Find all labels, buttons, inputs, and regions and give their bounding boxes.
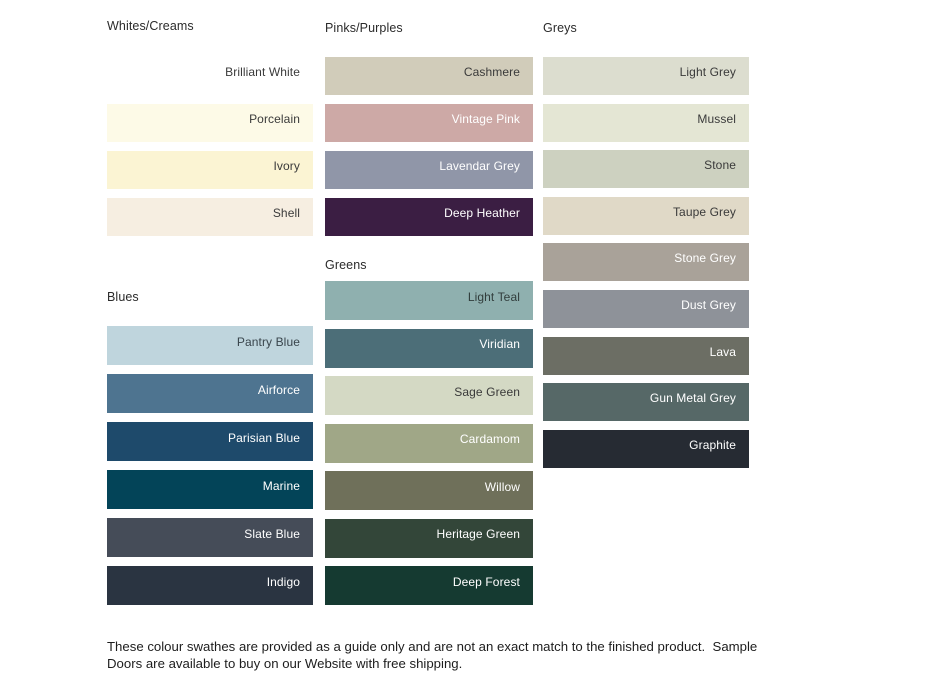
swatch-label-porcelain: Porcelain: [249, 112, 300, 126]
swatch-label-parisian-blue: Parisian Blue: [227, 430, 300, 445]
column-pinks-greens: Pinks/Purples Cashmere Vintage Pink Lave…: [325, 0, 533, 605]
swatch-vintage-pink: Vintage Pink: [325, 104, 533, 142]
swatch-label-lava: Lava: [709, 344, 736, 359]
swatch-pantry-blue: Pantry Blue: [107, 326, 313, 365]
swatch-deep-forest: Deep Forest: [325, 566, 533, 605]
swatch-list-whites-creams: Brilliant White Porcelain Ivory Shell: [107, 57, 313, 236]
swatch-taupe-grey: Taupe Grey: [543, 196, 749, 235]
swatch-cardamom: Cardamom: [325, 423, 533, 463]
swatch-label-light-grey: Light Grey: [679, 65, 736, 79]
swatch-lavendar-grey: Lavendar Grey: [325, 151, 533, 189]
swatch-label-graphite: Graphite: [689, 437, 736, 452]
swatch-label-deep-forest: Deep Forest: [452, 574, 520, 589]
swatch-ivory: Ivory: [107, 151, 313, 189]
swatch-indigo: Indigo: [107, 566, 313, 605]
swatch-list-greys: Light Grey Mussel Stone Taupe Grey Stone…: [543, 57, 749, 468]
swatch-label-vintage-pink: Vintage Pink: [451, 112, 520, 126]
section-title-pinks-purples: Pinks/Purples: [325, 21, 403, 35]
footer-line-2: Doors are available to buy on our Websit…: [107, 655, 463, 671]
swatch-label-mussel: Mussel: [697, 111, 736, 126]
swatch-dust-grey: Dust Grey: [543, 289, 749, 328]
swatch-label-sage-green: Sage Green: [454, 384, 520, 399]
swatch-label-gun-metal-grey: Gun Metal Grey: [649, 391, 736, 406]
swatch-label-brilliant-white: Brilliant White: [225, 65, 300, 79]
swatch-label-dust-grey: Dust Grey: [681, 297, 736, 312]
swatch-label-cardamom: Cardamom: [459, 432, 520, 446]
swatch-slate-blue: Slate Blue: [107, 518, 313, 557]
swatch-label-willow: Willow: [484, 479, 520, 494]
swatch-label-marine: Marine: [262, 478, 300, 493]
footer-line-1: These colour swathes are provided as a g…: [107, 639, 758, 654]
swatch-viridian: Viridian: [325, 328, 533, 368]
swatch-willow: Willow: [325, 471, 533, 510]
swatch-label-heritage-green: Heritage Green: [436, 527, 520, 541]
swatch-stone: Stone: [543, 150, 749, 189]
swatch-cashmere: Cashmere: [325, 57, 533, 95]
swatch-label-stone-grey: Stone Grey: [674, 251, 736, 266]
swatch-label-cashmere: Cashmere: [463, 65, 520, 79]
footer-note: These colour swathes are provided as a g…: [107, 639, 757, 672]
swatch-sage-green: Sage Green: [325, 376, 533, 415]
swatch-label-viridian: Viridian: [479, 337, 520, 351]
swatch-list-greens: Light Teal Viridian Sage Green Cardamom …: [325, 281, 533, 605]
swatch-label-taupe-grey: Taupe Grey: [672, 204, 736, 219]
section-title-greens: Greens: [325, 258, 367, 272]
swatch-parisian-blue: Parisian Blue: [107, 422, 313, 461]
swatch-porcelain: Porcelain: [107, 104, 313, 142]
swatch-list-pinks-purples: Cashmere Vintage Pink Lavendar Grey Deep…: [325, 57, 533, 236]
swatch-label-airforce: Airforce: [257, 382, 300, 397]
swatch-label-pantry-blue: Pantry Blue: [236, 334, 300, 349]
swatch-label-indigo: Indigo: [266, 574, 300, 589]
section-title-blues: Blues: [107, 290, 139, 304]
swatch-light-teal: Light Teal: [325, 281, 533, 320]
swatch-label-lavendar-grey: Lavendar Grey: [439, 159, 520, 173]
column-greys: Greys Light Grey Mussel Stone Taupe Grey…: [543, 0, 749, 468]
swatch-brilliant-white: Brilliant White: [107, 57, 313, 95]
swatch-mussel: Mussel: [543, 103, 749, 142]
swatch-shell: Shell: [107, 198, 313, 236]
column-whites-blues: Whites/Creams Brilliant White Porcelain …: [107, 0, 313, 605]
section-title-greys: Greys: [543, 21, 577, 35]
swatch-marine: Marine: [107, 470, 313, 509]
section-title-whites-creams: Whites/Creams: [107, 19, 194, 33]
swatch-list-blues: Pantry Blue Airforce Parisian Blue Marin…: [107, 326, 313, 605]
swatch-airforce: Airforce: [107, 374, 313, 413]
swatch-gun-metal-grey: Gun Metal Grey: [543, 383, 749, 422]
swatch-graphite: Graphite: [543, 429, 749, 468]
swatch-light-grey: Light Grey: [543, 57, 749, 95]
swatch-stone-grey: Stone Grey: [543, 243, 749, 282]
swatch-heritage-green: Heritage Green: [325, 518, 533, 558]
swatch-label-shell: Shell: [272, 206, 300, 220]
swatch-label-light-teal: Light Teal: [467, 289, 520, 304]
swatch-label-slate-blue: Slate Blue: [244, 526, 300, 541]
swatch-label-ivory: Ivory: [273, 159, 300, 173]
swatch-lava: Lava: [543, 336, 749, 375]
swatch-label-stone: Stone: [704, 158, 736, 173]
swatch-label-deep-heather: Deep Heather: [444, 206, 520, 220]
swatch-deep-heather: Deep Heather: [325, 198, 533, 236]
